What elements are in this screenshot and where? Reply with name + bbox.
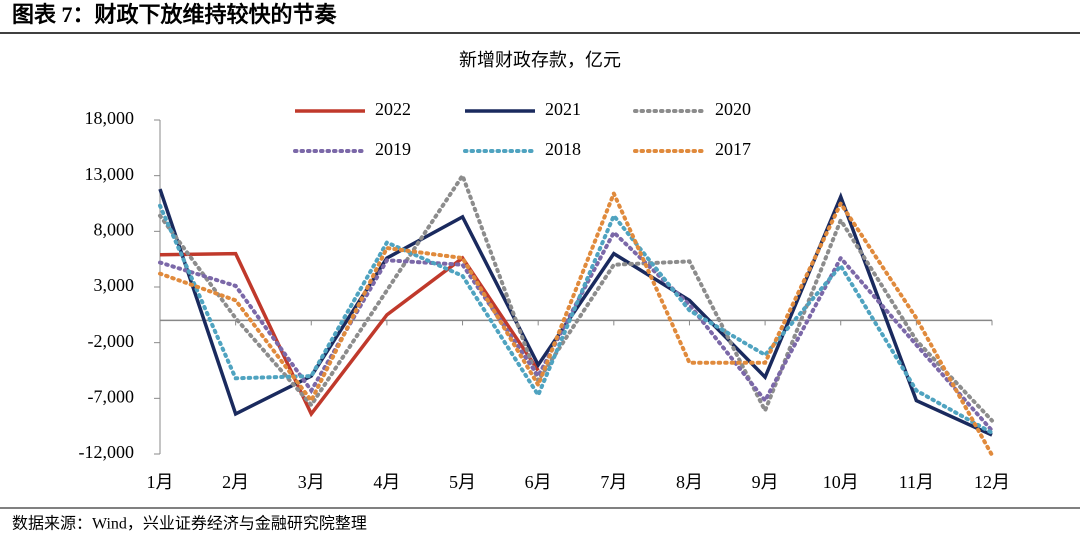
chart-title: 新增财政存款，亿元 [459, 50, 621, 70]
series-line [158, 203, 994, 435]
y-tick-label: 18,000 [85, 108, 135, 128]
page-title: 图表 7：财政下放维持较快的节奏 [12, 2, 338, 27]
legend-label: 2017 [715, 139, 751, 159]
legend-label: 2021 [545, 99, 581, 119]
x-tick-label: 2月 [222, 472, 249, 492]
x-tick-label: 3月 [298, 472, 325, 492]
x-tick-label: 6月 [525, 472, 552, 492]
source: 数据来源：Wind，兴业证券经济与金融研究院整理 [12, 515, 367, 533]
legend-label: 2020 [715, 99, 751, 119]
x-tick-label: 10月 [823, 472, 859, 492]
series-line [158, 171, 994, 423]
x-tick-label: 7月 [600, 472, 627, 492]
x-tick-label: 4月 [373, 472, 400, 492]
y-tick-label: -12,000 [79, 442, 135, 462]
y-tick-label: 8,000 [94, 219, 135, 239]
series-line [158, 188, 994, 458]
x-tick-label: 1月 [147, 472, 174, 492]
x-tick-label: 12月 [974, 472, 1010, 492]
y-tick-label: -7,000 [88, 386, 135, 406]
y-tick-label: 3,000 [94, 275, 135, 295]
legend-label: 2022 [375, 99, 411, 119]
x-tick-label: 8月 [676, 472, 703, 492]
series-line [159, 251, 540, 418]
x-tick-label: 11月 [899, 472, 934, 492]
legend-label: 2019 [375, 139, 411, 159]
y-tick-label: -2,000 [88, 331, 135, 351]
legend-label: 2018 [545, 139, 581, 159]
x-tick-label: 9月 [752, 472, 779, 492]
x-tick-label: 5月 [449, 472, 476, 492]
y-tick-label: 13,000 [85, 164, 135, 184]
